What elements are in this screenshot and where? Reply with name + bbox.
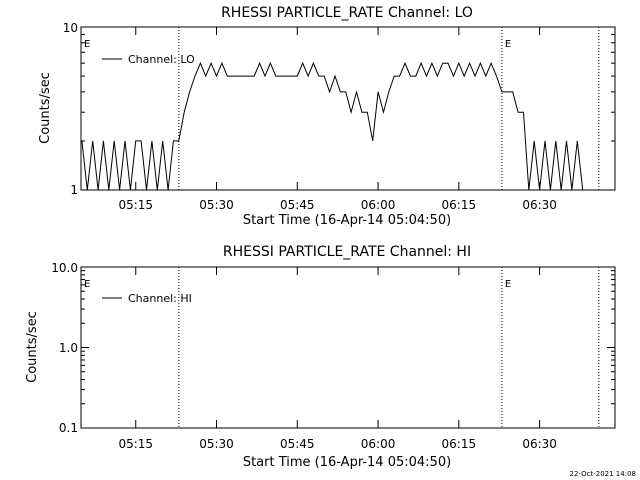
y-tick-label-hi-mid: 1.0 <box>59 341 78 355</box>
panel-hi: RHESSI PARTICLE_RATE Channel: HI Counts/… <box>25 244 616 470</box>
chart-title-hi: RHESSI PARTICLE_RATE Channel: HI <box>223 244 471 260</box>
x-tick-label-hi: 06:00 <box>361 437 396 451</box>
legend-label-hi: Channel: HI <box>128 292 192 305</box>
event-marker-hi: E <box>505 279 511 290</box>
x-tick-label-lo: 05:45 <box>280 198 315 212</box>
x-ticks-hi: 05:15 05:30 05:45 06:00 06:15 06:30 <box>81 267 615 451</box>
event-marker-lo: E <box>84 39 90 50</box>
x-tick-label-lo: 05:15 <box>118 198 153 212</box>
legend-label-lo: Channel: LO <box>128 53 195 66</box>
x-axis-label-lo: Start Time (16-Apr-14 05:04:50) <box>243 213 451 228</box>
plot-frame-lo <box>80 26 616 191</box>
x-tick-label-lo: 06:00 <box>361 198 396 212</box>
y-axis-label-lo: Counts/sec <box>38 72 53 144</box>
chart-title-lo: RHESSI PARTICLE_RATE Channel: LO <box>221 5 473 21</box>
series-line-lo <box>81 61 594 191</box>
event-marker-lo: E <box>505 39 511 50</box>
footer-timestamp: 22-Oct-2021 14:08 <box>570 470 636 478</box>
y-axis-label-hi: Counts/sec <box>25 311 40 383</box>
x-ticks-lo: 05:15 05:30 05:45 06:00 06:15 06:30 <box>81 27 615 212</box>
vlines-lo <box>178 27 600 190</box>
x-tick-label-hi: 06:15 <box>442 437 477 451</box>
x-tick-label-hi: 06:30 <box>522 437 557 451</box>
y-tick-label-lo-top: 10 <box>63 21 78 35</box>
y-tick-label-hi-top: 10.0 <box>51 261 78 275</box>
x-tick-label-lo: 06:15 <box>442 198 477 212</box>
x-tick-label-lo: 05:30 <box>199 198 234 212</box>
panel-lo: RHESSI PARTICLE_RATE Channel: LO Counts/… <box>38 5 616 228</box>
vlines-hi <box>178 267 600 428</box>
x-tick-label-hi: 05:45 <box>280 437 315 451</box>
event-marker-hi: E <box>84 279 90 290</box>
x-tick-label-lo: 06:30 <box>522 198 557 212</box>
y-tick-label-hi-bottom: 0.1 <box>59 421 78 435</box>
x-tick-label-hi: 05:30 <box>199 437 234 451</box>
x-axis-label-hi: Start Time (16-Apr-14 05:04:50) <box>243 455 451 470</box>
y-tick-label-lo-bottom: 1 <box>70 183 78 197</box>
x-tick-label-hi: 05:15 <box>118 437 153 451</box>
